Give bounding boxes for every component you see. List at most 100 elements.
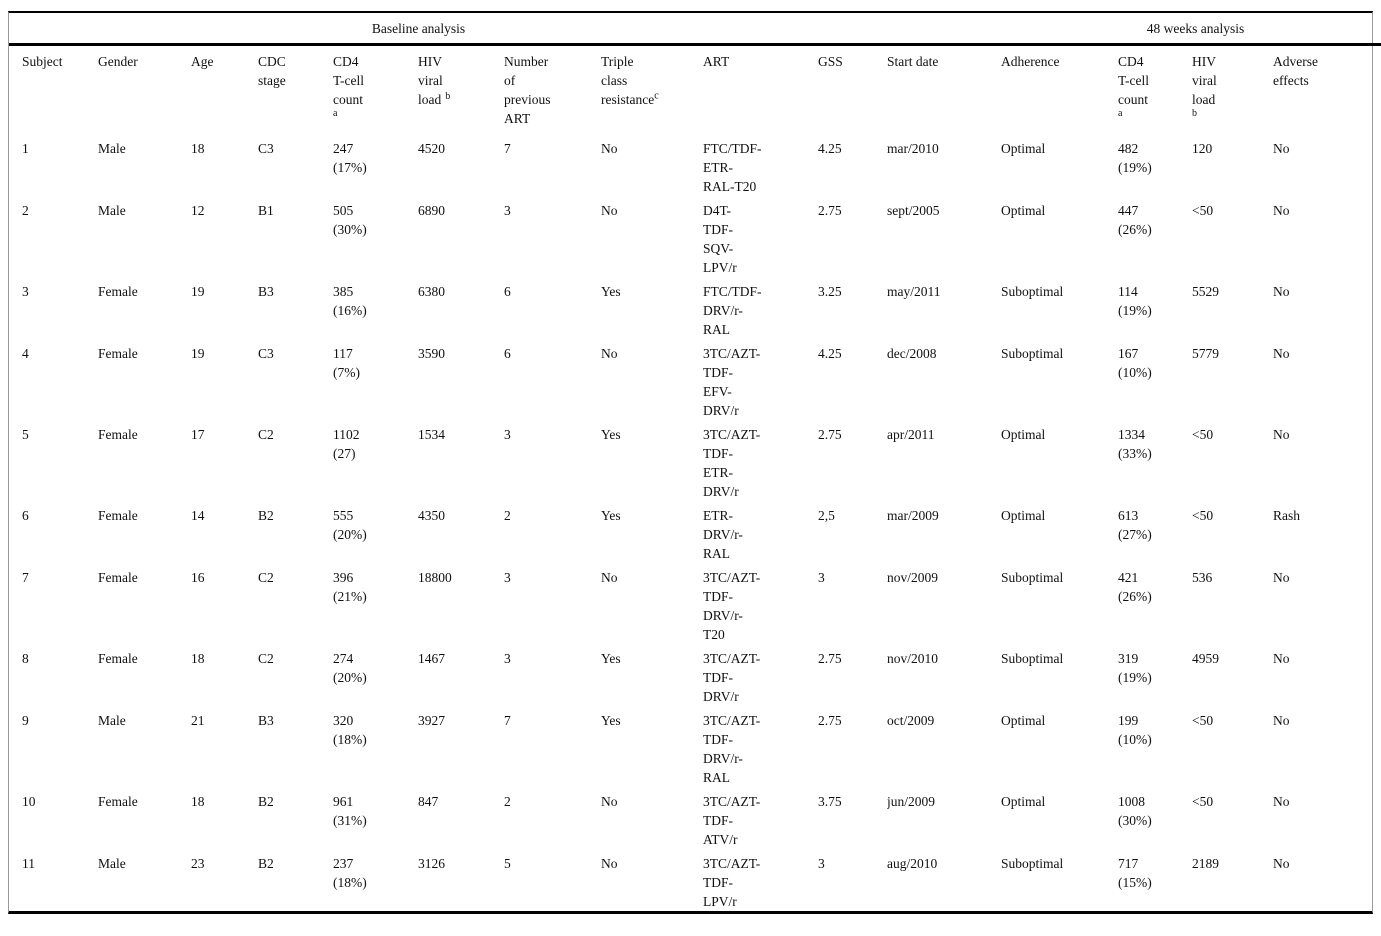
table-cell: No	[1273, 346, 1290, 361]
table-cell: 1102 (27)	[333, 427, 360, 461]
table-cell: 247 (17%)	[333, 141, 367, 175]
table-cell: 5779	[1192, 346, 1220, 361]
table-cell: Optimal	[1001, 713, 1046, 728]
table-cell: 2	[504, 794, 511, 809]
table-cell: sept/2005	[887, 203, 940, 218]
table-cell: 6890	[418, 203, 445, 218]
table-row: 1 Male 18 C3 247 (17%) 4520 7 No FTC/TDF- ETR- R…	[9, 134, 1381, 196]
table-cell: Female	[98, 794, 138, 809]
table-cell: <50	[1192, 794, 1214, 809]
table-cell: 8	[22, 651, 29, 666]
table-cell: Male	[98, 141, 126, 156]
table-cell: 3TC/AZT- TDF- DRV/r- T20	[703, 570, 761, 642]
table-cell: C2	[258, 427, 274, 442]
table-cell: Suboptimal	[1001, 856, 1064, 871]
table-cell: Optimal	[1001, 794, 1046, 809]
table-cell: 5	[504, 856, 511, 871]
table-cell: 3	[504, 427, 511, 442]
table-cell: 6380	[418, 284, 445, 299]
table-cell: No	[1273, 651, 1290, 666]
table-cell: 19	[191, 346, 205, 361]
table-cell: 11	[22, 856, 35, 871]
table-cell: Optimal	[1001, 508, 1046, 523]
table-cell: 18800	[418, 570, 452, 585]
table-cell: 114 (19%)	[1118, 284, 1152, 318]
table-cell: Optimal	[1001, 141, 1046, 156]
table-row: 3 Female 19 B3 385 (16%) 6380 6 Yes FTC/TDF- DRV…	[9, 277, 1381, 339]
column-header-triple-class-resistance: Triple class resistancec	[601, 45, 703, 135]
table-cell: 4.25	[818, 141, 842, 156]
table-cell: D4T- TDF- SQV- LPV/r	[703, 203, 737, 275]
table-cell: 613 (27%)	[1118, 508, 1152, 542]
table-cell: 4.25	[818, 346, 842, 361]
table-cell: 505 (30%)	[333, 203, 367, 237]
table-cell: 14	[191, 508, 205, 523]
table-cell: 12	[191, 203, 205, 218]
table-cell: 320 (18%)	[333, 713, 367, 747]
column-header-age: Age	[191, 54, 214, 69]
table-cell: ETR- DRV/r- RAL	[703, 508, 743, 561]
table-cell: may/2011	[887, 284, 941, 299]
table-cell: 3TC/AZT- TDF- DRV/r- RAL	[703, 713, 761, 785]
table-row: 4 Female 19 C3 117 (7%) 3590 6 No 3TC/AZT- TDF- …	[9, 339, 1381, 420]
table-cell: 1008 (30%)	[1118, 794, 1152, 828]
table-cell: No	[1273, 203, 1290, 218]
table-cell: B3	[258, 284, 274, 299]
group-header-spacer	[1273, 13, 1381, 45]
table-cell: 6	[22, 508, 29, 523]
table-cell: No	[1273, 570, 1290, 585]
table-cell: B2	[258, 508, 274, 523]
column-header-adherence: Adherence	[1001, 54, 1060, 69]
column-header-start-date: Start date	[887, 54, 939, 69]
table-cell: 421 (26%)	[1118, 570, 1152, 604]
table-cell: 274 (20%)	[333, 651, 367, 685]
table-cell: 717 (15%)	[1118, 856, 1152, 890]
table-cell: 19	[191, 284, 205, 299]
table-cell: 319 (19%)	[1118, 651, 1152, 685]
table-cell: 4	[22, 346, 29, 361]
table-cell: No	[601, 794, 618, 809]
table-cell: 1334 (33%)	[1118, 427, 1152, 461]
table-cell: 9	[22, 713, 29, 728]
table-row: 2 Male 12 B1 505 (30%) 6890 3 No D4T- TDF- SQV- …	[9, 196, 1381, 277]
table-cell: 6	[504, 346, 511, 361]
table-cell: 17	[191, 427, 205, 442]
table-cell: 555 (20%)	[333, 508, 367, 542]
table-cell: Yes	[601, 713, 621, 728]
table-cell: 482 (19%)	[1118, 141, 1152, 175]
footnote-marker-b: b	[1192, 108, 1198, 119]
column-header-previous-art: Number of previous ART	[504, 54, 551, 126]
table-cell: 2.75	[818, 713, 842, 728]
group-header-baseline: Baseline analysis	[371, 21, 466, 36]
table-cell: No	[1273, 713, 1290, 728]
column-header-label: Triple class resistance	[601, 54, 655, 107]
table-cell: Optimal	[1001, 203, 1046, 218]
table-cell: No	[1273, 141, 1290, 156]
table-cell: 5	[22, 427, 29, 442]
table-cell: 237 (18%)	[333, 856, 367, 890]
column-header-label: CD4 T-cell count	[1118, 54, 1150, 107]
table-cell: dec/2008	[887, 346, 937, 361]
table-cell: Male	[98, 713, 126, 728]
table-cell: No	[601, 856, 618, 871]
table-cell: C3	[258, 346, 274, 361]
table-cell: jun/2009	[887, 794, 936, 809]
table-cell: B1	[258, 203, 274, 218]
column-header-cd4-48w: CD4 T-cell count a	[1118, 45, 1192, 135]
table-cell: No	[601, 346, 618, 361]
table-cell: 21	[191, 713, 205, 728]
table-cell: 2.75	[818, 203, 842, 218]
table-cell: 3590	[418, 346, 445, 361]
table-body: 1 Male 18 C3 247 (17%) 4520 7 No FTC/TDF- ETR- R…	[9, 134, 1381, 911]
table-cell: 2	[504, 508, 511, 523]
table-cell: 4959	[1192, 651, 1220, 666]
table-cell: FTC/TDF- DRV/r- RAL	[703, 284, 762, 337]
table-cell: B3	[258, 713, 274, 728]
table-cell: 7	[22, 570, 29, 585]
column-header-cd4-baseline: CD4 T-cell count a	[333, 45, 418, 135]
footnote-marker-c: c	[654, 90, 659, 102]
table-row: 11 Male 23 B2 237 (18%) 3126 5 No 3TC/AZT- TDF- …	[9, 849, 1381, 911]
table-cell: 3	[818, 570, 825, 585]
table-cell: No	[1273, 856, 1290, 871]
table-cell: mar/2009	[887, 508, 939, 523]
